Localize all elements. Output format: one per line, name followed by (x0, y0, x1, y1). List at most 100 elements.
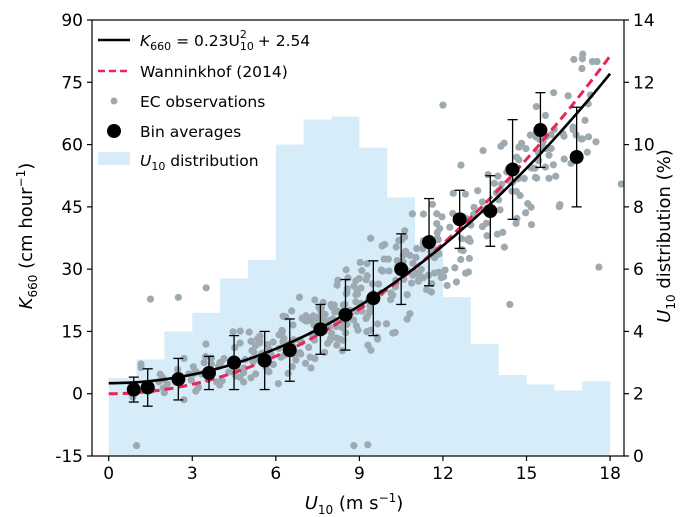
bin-average-point (171, 372, 186, 387)
ec-observation-point (342, 266, 350, 274)
ec-observation-point (440, 273, 448, 281)
ec-observation-point (173, 365, 182, 374)
ec-observation-point (309, 312, 317, 320)
x-tick-label: 6 (270, 464, 281, 484)
ec-observation-point (446, 223, 454, 231)
ec-observation-point (306, 353, 314, 361)
y-left-tick-label: 90 (61, 11, 83, 31)
bin-layer (126, 92, 584, 407)
legend-bin-marker (107, 124, 121, 138)
ec-observation-point (499, 228, 507, 237)
ec-observation-point (240, 364, 248, 372)
ec-observation-point (457, 161, 465, 169)
x-tick-label: 12 (432, 464, 454, 484)
bin-average-point (282, 343, 297, 358)
bin-average-point (313, 322, 328, 337)
legend-fit-label: K660 = 0.23U102 + 2.54 (140, 28, 310, 53)
ec-observation-point (382, 320, 391, 328)
ec-observation-point (354, 326, 362, 334)
ec-observation-point (218, 377, 226, 385)
ec-observation-point (374, 280, 383, 288)
ec-observation-point (180, 354, 188, 363)
legend-ec-label: EC observations (140, 93, 265, 111)
ec-observation-point (617, 180, 625, 188)
ec-observation-point (292, 356, 300, 364)
ec-observation-point (578, 135, 586, 143)
bin-average-point (422, 235, 437, 250)
ec-observation-point (236, 339, 244, 347)
ec-observation-point (343, 289, 351, 297)
y-left-tick-label: 45 (61, 198, 83, 218)
ec-observation-point (478, 198, 487, 206)
ec-observation-point (545, 151, 553, 159)
ec-observation-point (334, 276, 342, 284)
ec-observation-point (419, 210, 428, 218)
ec-observation-point (403, 291, 411, 299)
ec-observation-point (356, 258, 364, 267)
ec-observation-point (245, 328, 253, 336)
ec-observation-point (367, 346, 375, 354)
ec-observation-point (474, 187, 482, 195)
ec-observation-point (256, 339, 264, 347)
ec-observation-point (494, 172, 502, 180)
ec-observation-point (470, 203, 478, 211)
legend-bin-label: Bin averages (140, 123, 241, 141)
bin-average-point (569, 150, 584, 165)
ec-observation-point (350, 442, 358, 450)
bin-average-point (140, 380, 155, 395)
legend: K660 = 0.23U102 + 2.54 Wanninkhof (2014)… (98, 28, 310, 173)
ec-observation-point (408, 210, 416, 218)
ec-observation-point (381, 240, 389, 249)
y-right-tick-label: 10 (633, 136, 655, 156)
ec-observation-point (379, 267, 387, 275)
ec-observation-point (500, 243, 509, 251)
histogram-bar (470, 343, 499, 456)
histogram-bar (303, 119, 332, 457)
ec-observation-point (430, 254, 439, 262)
y-right-tick-label: 0 (633, 447, 644, 467)
ec-observation-point (311, 296, 319, 304)
x-tick-label: 15 (516, 464, 538, 484)
bin-average-point (533, 123, 548, 138)
ec-observation-point (247, 337, 255, 345)
ec-observation-point (364, 441, 372, 449)
y-axis-left-label: K660 (cm hour−1) (14, 163, 40, 310)
ec-observation-point (588, 57, 596, 66)
ec-observation-point (452, 278, 461, 286)
ec-observation-point (403, 315, 411, 323)
ec-observation-point (595, 263, 603, 271)
ec-observation-point (462, 269, 470, 277)
ec-observation-point (385, 267, 393, 275)
ec-observation-point (555, 203, 563, 211)
y-left-tick-label: -15 (55, 447, 83, 467)
ec-observation-point (441, 266, 449, 274)
bin-average-point (394, 262, 409, 277)
ec-observation-point (187, 376, 195, 384)
ec-observation-point (560, 132, 568, 140)
ec-observation-point (320, 316, 328, 324)
plot-frame (91, 19, 625, 457)
ec-observation-point (541, 111, 550, 120)
ec-observation-point (289, 321, 297, 329)
ec-observation-point (408, 279, 416, 287)
ec-observation-point (380, 255, 388, 263)
x-axis-label: U10 (m s−1) (305, 491, 404, 517)
ec-observation-point (392, 243, 400, 251)
x-tick-label: 3 (187, 464, 198, 484)
ec-observation-point (497, 180, 506, 188)
curve-layer (108, 55, 612, 396)
axes-layer: 0 3 6 9 12 15 18 -15 0 15 30 45 60 75 90 0 2 4 6 8 10 12 14 (55, 11, 654, 484)
ec-observation-point (517, 139, 526, 147)
wanninkhof-curve (108, 55, 612, 396)
bin-average-point (338, 307, 353, 322)
ec-observation-point (137, 360, 145, 368)
ec-observation-point (552, 172, 560, 180)
ec-observation-point (427, 288, 436, 296)
y-left-tick-label: 30 (61, 260, 83, 280)
ec-observation-point (240, 378, 248, 386)
ec-observation-point (132, 442, 141, 450)
ec-observation-point (406, 310, 414, 318)
ec-observation-point (592, 138, 600, 146)
